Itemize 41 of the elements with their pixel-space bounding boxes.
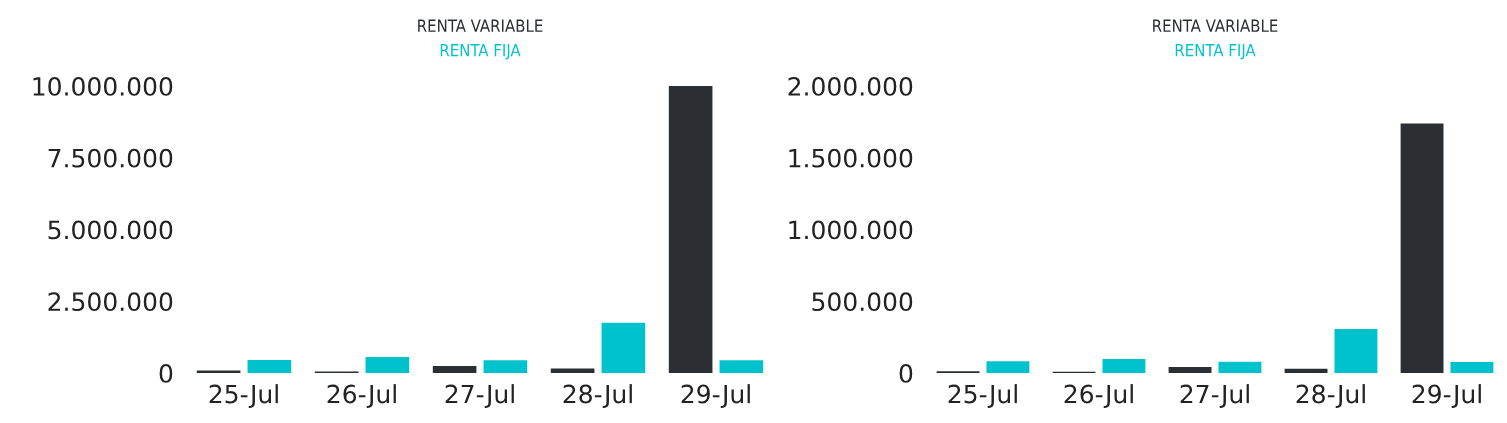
y-tick-label: 2.500.000 xyxy=(48,292,173,312)
x-tick-label: 26-Jul xyxy=(1064,384,1133,409)
y-tick-label: 2.000.000 xyxy=(788,76,913,96)
bar xyxy=(196,370,241,373)
bar xyxy=(719,360,764,373)
x-tick-label: 28-Jul xyxy=(1296,384,1365,409)
text: RENTA FIJA xyxy=(440,44,521,60)
y-tick-label: 1.500.000 xyxy=(789,148,913,168)
x-tick-label: 29-Jul xyxy=(1412,384,1481,409)
y-tick-label: 10.000.000 xyxy=(33,76,173,96)
y-tick-label: 7.500.000 xyxy=(48,148,173,168)
x-tick-label: 25-Jul xyxy=(948,384,1017,409)
x-tick-label: 29-Jul xyxy=(681,384,750,409)
x-tick-label: 27-Jul xyxy=(445,384,514,409)
text: RENTA VARIABLE xyxy=(418,19,543,32)
bar xyxy=(550,368,595,373)
bar xyxy=(1102,359,1146,373)
bar xyxy=(1400,123,1444,373)
x-tick-label: 27-Jul xyxy=(1180,384,1249,409)
bar xyxy=(601,322,646,373)
y-tick-label: 500.000 xyxy=(812,292,913,312)
y-tick-label: 0 xyxy=(159,363,173,383)
bar xyxy=(1334,329,1378,373)
bar xyxy=(365,356,410,373)
bar xyxy=(432,366,477,373)
text: RENTA VARIABLE xyxy=(1153,19,1278,32)
bar xyxy=(1284,368,1328,373)
bar xyxy=(668,86,713,373)
bar xyxy=(1450,362,1494,373)
x-tick-label: 26-Jul xyxy=(327,384,396,409)
bar xyxy=(1168,366,1212,373)
bar xyxy=(483,360,528,373)
x-tick-label: 25-Jul xyxy=(209,384,278,409)
y-tick-label: 0 xyxy=(899,363,913,383)
bar xyxy=(1218,361,1262,373)
x-tick-label: 28-Jul xyxy=(563,384,632,409)
text: RENTA FIJA xyxy=(1175,44,1256,60)
bar xyxy=(247,360,292,373)
bar xyxy=(986,361,1030,373)
y-tick-label: 1.000.000 xyxy=(789,220,913,240)
y-tick-label: 5.000.000 xyxy=(48,220,173,240)
